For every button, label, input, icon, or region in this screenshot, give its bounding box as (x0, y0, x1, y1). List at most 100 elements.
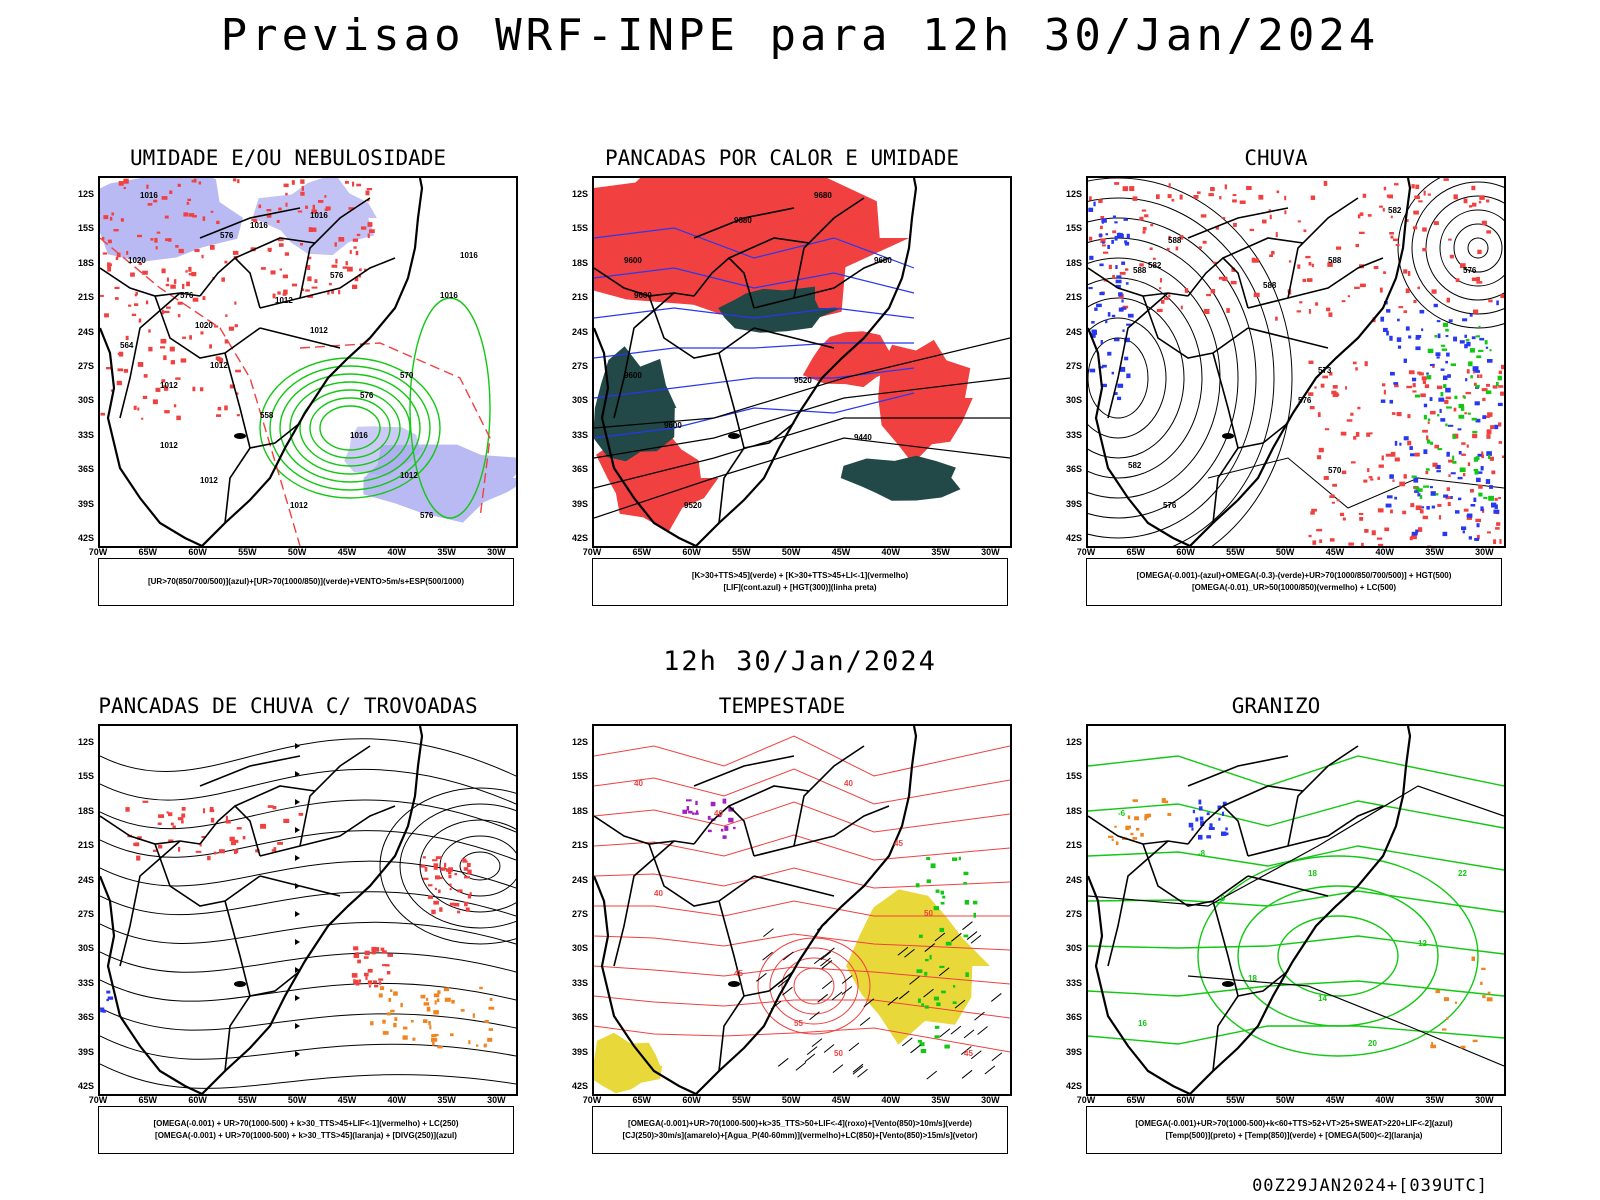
rain-speckle (1124, 337, 1130, 343)
rain-speckle (1115, 279, 1122, 284)
thunderstorm-speckle (255, 849, 260, 853)
rain-speckle (1421, 328, 1424, 332)
thickness-speckle (113, 229, 119, 232)
wind-vector (811, 1038, 823, 1047)
thunderstorm-speckle (433, 863, 439, 867)
rain-speckle (1385, 503, 1392, 508)
rain-speckle (1233, 222, 1237, 227)
wind-vector (934, 932, 946, 942)
thickness-speckle (224, 260, 228, 264)
rain-speckle (1351, 461, 1356, 464)
hail-speckle (1198, 834, 1203, 840)
legend-granizo: [OMEGA(-0.001)+UR>70(1000-500)+k<60+TTS>… (1086, 1106, 1502, 1154)
rain-speckle (1271, 250, 1275, 255)
thunderstorm-speckle (152, 849, 158, 852)
thickness-speckle (301, 186, 305, 191)
wind-speckle (919, 1042, 925, 1047)
lat-tick-label: 15S (77, 771, 94, 782)
lat-tick-label: 36S (77, 1012, 94, 1023)
rain-speckle (1450, 472, 1456, 475)
wind-speckle (941, 990, 946, 994)
rain-speckle (1394, 440, 1398, 446)
state-border (1222, 237, 1304, 259)
omega-speckle (1108, 835, 1114, 838)
wind-speckle (915, 883, 920, 888)
rain-speckle (1411, 535, 1417, 540)
thickness-speckle (258, 204, 262, 209)
rain-speckle (1443, 384, 1447, 389)
rain-speckle (1394, 183, 1399, 186)
rain-speckle (1446, 451, 1450, 457)
wind-vector (777, 978, 789, 988)
rain-speckle (1269, 254, 1273, 258)
rain-speckle (1107, 351, 1112, 356)
rain-speckle (1434, 444, 1440, 449)
thunderstorm-speckle (433, 1010, 439, 1015)
rain-speckle (1487, 359, 1493, 363)
rain-speckle (1108, 264, 1112, 270)
contour-label: 1020 (128, 256, 146, 265)
rain-speckle (1213, 261, 1218, 265)
omega-speckle (1134, 816, 1140, 821)
wind-vector (848, 1042, 860, 1052)
rain-speckle (1098, 199, 1103, 203)
severe-speckle (733, 826, 736, 830)
rain-speckle (1090, 333, 1096, 338)
rain-speckle (1436, 464, 1441, 470)
thickness-speckle (182, 283, 185, 289)
rain-speckle (1499, 539, 1502, 544)
wind-vector (950, 1025, 962, 1035)
rain-speckle (1460, 406, 1465, 411)
thunderstorm-speckle (225, 819, 231, 824)
thunderstorm-speckle (387, 953, 394, 957)
severe-speckle (707, 815, 711, 820)
rain-speckle (1156, 308, 1163, 313)
streamline (100, 979, 516, 1002)
wind-vector (804, 1053, 816, 1063)
rain-speckle (1210, 187, 1215, 192)
rain-speckle (1399, 442, 1402, 446)
thickness-speckle (216, 220, 220, 225)
omega-speckle (1430, 1044, 1437, 1049)
legend-line: [OMEGA(-0.01)_UR>50(1000/850)(vermelho) … (1191, 583, 1397, 592)
lat-tick-label: 39S (77, 498, 94, 509)
humidity-area (100, 178, 244, 262)
contour-label: 1020 (195, 321, 213, 330)
thickness-speckle (133, 405, 137, 410)
thunderstorm-speckle (373, 947, 380, 952)
thickness-speckle (229, 384, 235, 389)
thunderstorm-speckle (201, 836, 206, 839)
rain-speckle (1417, 488, 1423, 492)
thunderstorm-speckle (402, 1035, 408, 1040)
thunderstorm-speckle (449, 883, 452, 887)
contour-label: 9600 (624, 256, 642, 265)
rain-speckle (1455, 278, 1460, 283)
thickness-speckle (301, 288, 305, 292)
rain-speckle (1251, 257, 1256, 263)
omega-speckle (1136, 827, 1140, 831)
thickness-speckle (163, 387, 169, 391)
rain-speckle (1423, 449, 1428, 455)
rain-speckle (1478, 471, 1483, 474)
geopotential-contour (1088, 217, 1257, 539)
thunderstorm-speckle (242, 836, 246, 840)
rain-speckle (1112, 230, 1117, 234)
thunderstorm-speckle (436, 998, 440, 1003)
rain-speckle (1427, 348, 1434, 354)
rain-speckle (1179, 194, 1183, 200)
precipitable-water-contour (793, 967, 835, 1005)
thickness-speckle (359, 268, 362, 272)
thickness-speckle (173, 279, 177, 284)
rain-speckle (1203, 309, 1210, 314)
thickness-speckle (311, 286, 318, 289)
rain-speckle (1420, 393, 1426, 398)
thunderstorm-speckle (273, 847, 277, 852)
state-border (1142, 843, 1249, 907)
rain-speckle (1427, 421, 1430, 424)
thickness-speckle (216, 357, 222, 362)
rain-speckle (1434, 335, 1438, 338)
thickness-speckle (192, 297, 199, 302)
lifted-index-contour (594, 342, 914, 359)
rain-speckle (1253, 258, 1259, 263)
rain-speckle (1113, 338, 1120, 342)
